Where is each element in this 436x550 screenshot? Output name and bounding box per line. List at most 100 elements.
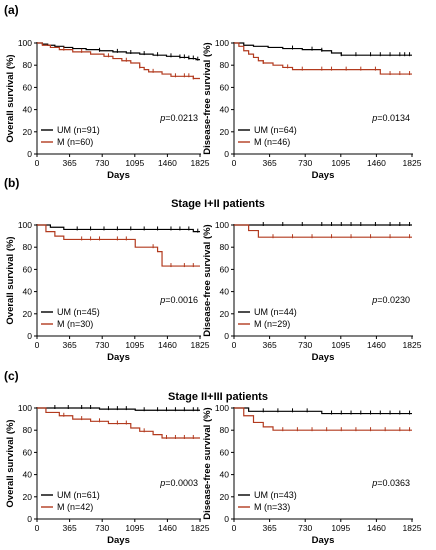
y-tick-label: 100 <box>18 220 32 230</box>
survival-curve-m <box>37 407 200 439</box>
x-tick-label: 730 <box>298 158 312 168</box>
p-symbol: p <box>371 478 377 488</box>
panel-label: (b) <box>4 176 19 190</box>
y-tick-label: 80 <box>220 242 230 252</box>
y-axis-label: Disease-free survival (%) <box>202 42 213 154</box>
x-axis-label: Days <box>312 535 335 546</box>
y-axis-label: Overall survival (%) <box>5 419 16 507</box>
p-value-number: =0.0016 <box>165 295 198 305</box>
x-tick-label: 1825 <box>191 523 210 533</box>
y-tick-label: 20 <box>220 492 230 502</box>
y-tick-label: 0 <box>224 514 229 524</box>
x-tick-label: 730 <box>298 340 312 350</box>
p-symbol: p <box>371 113 377 123</box>
p-value: p=0.0016 <box>159 295 198 305</box>
p-value-number: =0.0230 <box>377 295 410 305</box>
km-chart: 0 20 40 60 80 100 0 365 730 1095 1460 1825 Days Overa… <box>5 38 210 181</box>
p-symbol: p <box>159 478 165 488</box>
p-value-number: =0.0213 <box>165 113 198 123</box>
legend-entry: M (n=60) <box>57 137 93 147</box>
p-value: p=0.0134 <box>371 113 410 123</box>
x-tick-label: 1460 <box>367 523 386 533</box>
survival-curve-m <box>234 42 412 75</box>
x-tick-label: 730 <box>298 523 312 533</box>
x-tick-label: 1095 <box>125 158 144 168</box>
y-tick-label: 0 <box>224 149 229 159</box>
legend-entry: M (n=33) <box>254 502 290 512</box>
legend-entry: UM (n=43) <box>254 490 297 500</box>
y-tick-label: 20 <box>23 492 33 502</box>
x-tick-label: 0 <box>232 340 237 350</box>
y-tick-label: 80 <box>220 60 230 70</box>
y-tick-label: 100 <box>18 403 32 413</box>
y-tick-label: 80 <box>23 425 33 435</box>
legend-entry: UM (n=44) <box>254 307 297 317</box>
y-tick-label: 40 <box>23 105 33 115</box>
x-tick-label: 730 <box>95 523 109 533</box>
p-value: p=0.0003 <box>159 478 198 488</box>
survival-curve-um <box>37 42 200 61</box>
x-tick-label: 365 <box>63 523 77 533</box>
survival-curve-um <box>234 42 412 56</box>
y-tick-label: 40 <box>220 105 230 115</box>
x-tick-label: 1095 <box>331 523 350 533</box>
x-tick-label: 365 <box>263 158 277 168</box>
y-axis-label: Overall survival (%) <box>5 54 16 142</box>
p-symbol: p <box>371 295 377 305</box>
survival-curve-um <box>37 224 200 233</box>
legend-entry: M (n=46) <box>254 137 290 147</box>
km-chart: 0 20 40 60 80 100 0 365 730 1095 1460 1825 Days Disea… <box>202 38 422 181</box>
x-tick-label: 365 <box>263 523 277 533</box>
x-tick-label: 730 <box>95 158 109 168</box>
y-tick-label: 20 <box>220 127 230 137</box>
x-tick-label: 1460 <box>367 340 386 350</box>
x-axis-label: Days <box>312 352 335 363</box>
y-tick-label: 40 <box>23 287 33 297</box>
y-tick-label: 100 <box>18 38 32 48</box>
p-value-number: =0.0003 <box>165 478 198 488</box>
panel-title: Stage I+II patients <box>171 198 265 210</box>
x-tick-label: 1825 <box>191 340 210 350</box>
x-tick-label: 1095 <box>331 340 350 350</box>
x-tick-label: 365 <box>263 340 277 350</box>
y-tick-label: 0 <box>27 514 32 524</box>
km-chart: 0 20 40 60 80 100 0 365 730 1095 1460 1825 Days Disea… <box>202 220 422 363</box>
legend-entry: UM (n=45) <box>57 307 100 317</box>
p-value-number: =0.0363 <box>377 478 410 488</box>
y-tick-label: 60 <box>23 82 33 92</box>
y-axis-label: Overall survival (%) <box>5 236 16 324</box>
y-tick-label: 60 <box>23 447 33 457</box>
p-symbol: p <box>159 113 165 123</box>
y-tick-label: 100 <box>215 403 229 413</box>
x-tick-label: 0 <box>35 340 40 350</box>
x-tick-label: 1825 <box>403 340 422 350</box>
y-tick-label: 100 <box>215 38 229 48</box>
x-tick-label: 1825 <box>403 523 422 533</box>
km-chart: 0 20 40 60 80 100 0 365 730 1095 1460 1825 Days Overa… <box>5 403 210 546</box>
x-tick-label: 1460 <box>367 158 386 168</box>
p-value: p=0.0213 <box>159 113 198 123</box>
x-tick-label: 730 <box>95 340 109 350</box>
legend-entry: M (n=30) <box>57 319 93 329</box>
p-value: p=0.0230 <box>371 295 410 305</box>
x-tick-label: 1095 <box>125 523 144 533</box>
x-tick-label: 1825 <box>191 158 210 168</box>
y-tick-label: 40 <box>220 287 230 297</box>
x-tick-label: 0 <box>232 158 237 168</box>
y-tick-label: 80 <box>220 425 230 435</box>
p-value: p=0.0363 <box>371 478 410 488</box>
x-tick-label: 1460 <box>158 340 177 350</box>
x-axis-label: Days <box>107 352 130 363</box>
y-tick-label: 60 <box>220 82 230 92</box>
y-tick-label: 0 <box>27 149 32 159</box>
legend-entry: M (n=29) <box>254 319 290 329</box>
y-tick-label: 20 <box>23 127 33 137</box>
km-chart: 0 20 40 60 80 100 0 365 730 1095 1460 1825 Days Overa… <box>5 220 210 363</box>
y-tick-label: 80 <box>23 60 33 70</box>
y-tick-label: 60 <box>23 264 33 274</box>
y-tick-label: 80 <box>23 242 33 252</box>
x-tick-label: 365 <box>63 158 77 168</box>
x-tick-label: 1095 <box>331 158 350 168</box>
panel-title: Stage II+III patients <box>168 391 268 403</box>
